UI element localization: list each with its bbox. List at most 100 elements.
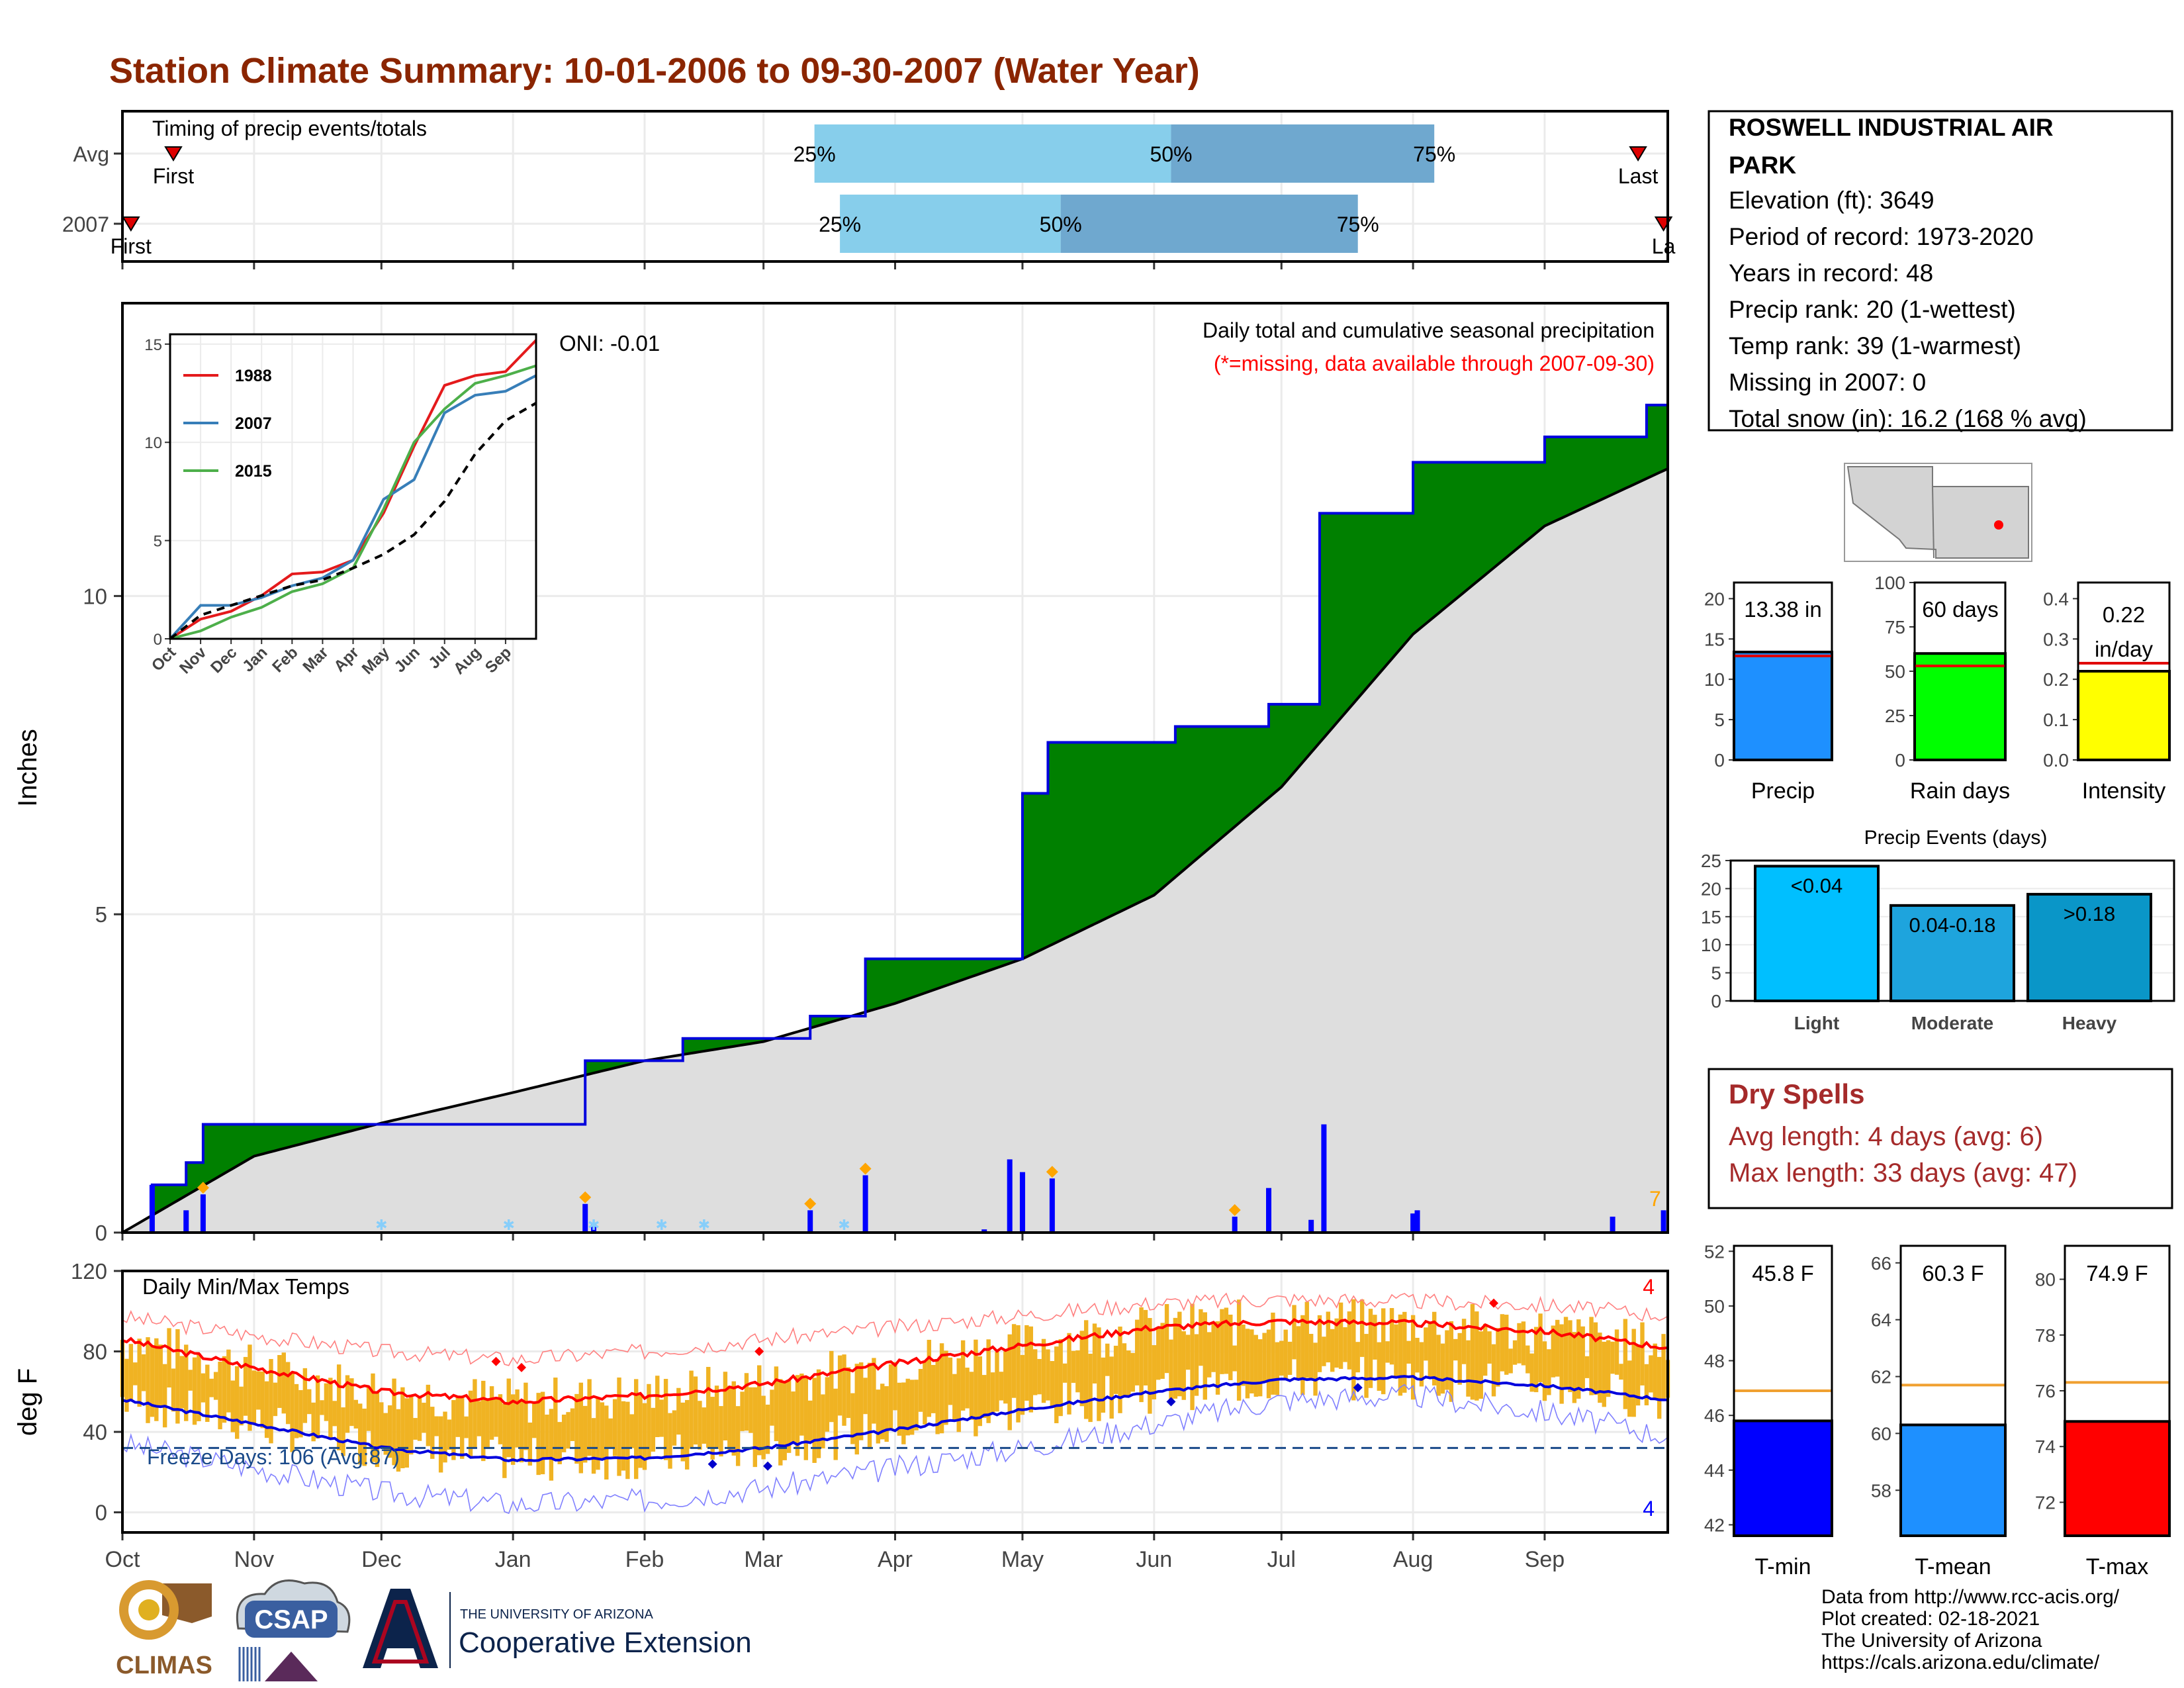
daily-temp-bar <box>553 1378 558 1459</box>
daily-temp-bar <box>515 1389 520 1448</box>
daily-temp-bar <box>1402 1311 1407 1393</box>
daily-temp-bar <box>731 1381 736 1456</box>
daily-temp-bar <box>1109 1356 1114 1419</box>
daily-temp-bar <box>974 1339 978 1436</box>
daily-temp-bar <box>566 1412 570 1449</box>
daily-temp-bar <box>1419 1342 1424 1387</box>
tmean-gauge: 58 60 62 64 66 T-mean 60.3 F <box>1871 1244 2007 1579</box>
daily-temp-bar <box>1326 1311 1331 1363</box>
daily-temp-bar <box>1300 1315 1305 1395</box>
tmin-value-bar <box>1733 1419 1833 1538</box>
daily-temp-bar <box>1496 1328 1500 1387</box>
precip-anomaly-fill <box>1595 436 1600 503</box>
daily-temp-bar <box>842 1354 846 1426</box>
precip-panel-note: (*=missing, data available through 2007-… <box>1214 352 1655 375</box>
daily-temp-bar <box>218 1362 222 1430</box>
precip-tick-label: 5 <box>1714 710 1725 730</box>
daily-temp-bar <box>1228 1314 1233 1381</box>
daily-temp-bar <box>1475 1311 1479 1401</box>
daily-temp-bar <box>561 1415 567 1452</box>
climas-logo-ring <box>119 1580 179 1640</box>
precip-anomaly-fill <box>933 958 938 991</box>
daily-temp-bar <box>978 1356 982 1427</box>
temp-month-label: Nov <box>234 1547 274 1572</box>
intensity-value-bar <box>2077 670 2171 761</box>
daily-temp-bar <box>459 1396 465 1459</box>
precip-anomaly-fill <box>1599 436 1605 501</box>
precip-anomaly-fill <box>1518 461 1524 548</box>
daily-temp-bar <box>846 1367 851 1419</box>
daily-temp-bar <box>1241 1324 1246 1386</box>
event-bar-moderate <box>1889 904 2015 1002</box>
daily-temp-bar <box>710 1397 715 1460</box>
daily-temp-bar <box>1373 1315 1377 1360</box>
intensity-label: Intensity <box>2082 778 2166 804</box>
daily-temp-bar <box>540 1391 545 1475</box>
precip-anomaly-fill <box>1128 742 1134 908</box>
daily-temp-bar <box>1287 1341 1293 1375</box>
daily-temp-bar <box>1262 1333 1267 1382</box>
daily-temp-bar <box>591 1418 596 1474</box>
daily-precip-bar <box>582 1203 588 1233</box>
daily-temp-bar <box>1203 1312 1207 1400</box>
dry-spells-frame <box>1707 1068 2173 1209</box>
station-info-line: Temp rank: 39 (1-warmest) <box>1729 332 2021 359</box>
daily-temp-bar <box>464 1416 469 1438</box>
daily-temp-bar <box>829 1350 834 1423</box>
event-marker <box>579 1191 592 1203</box>
timing-marker <box>122 216 140 232</box>
daily-temp-bar <box>1122 1343 1127 1397</box>
daily-temp-bar <box>532 1402 537 1438</box>
precip-anomaly-fill <box>1527 461 1533 541</box>
precip-anomaly-fill <box>1553 436 1558 523</box>
daily-temp-bar <box>1619 1364 1623 1380</box>
precip-corner-count: 7 <box>1649 1187 1661 1211</box>
daily-temp-bar <box>447 1419 452 1450</box>
precip-anomaly-fill <box>895 958 900 1004</box>
daily-precip-bar <box>981 1229 987 1233</box>
tmean-tick-label: 66 <box>1871 1253 1891 1274</box>
tmin-tick-label: 46 <box>1704 1405 1725 1426</box>
daily-temp-bar <box>833 1388 838 1460</box>
daily-temp-bar <box>1148 1318 1152 1414</box>
precip-anomaly-fill <box>691 1038 696 1054</box>
daily-temp-bar <box>269 1358 273 1444</box>
daily-temp-bar <box>1071 1350 1076 1383</box>
timing-last-label: La <box>1652 234 1676 258</box>
daily-temp-bar <box>1308 1334 1314 1380</box>
daily-temp-bar <box>1572 1332 1577 1403</box>
precip-anomaly-fill <box>1629 436 1635 487</box>
precip-anomaly-fill <box>1332 512 1338 729</box>
daily-temp-bar <box>1130 1352 1135 1392</box>
daily-temp-bar <box>1517 1323 1522 1364</box>
daily-temp-bar <box>617 1377 621 1476</box>
ua-name-big: Cooperative Extension <box>459 1626 752 1659</box>
precip-anomaly-fill <box>1039 792 1044 951</box>
daily-temp-bar <box>1160 1323 1165 1379</box>
precip-anomaly-fill <box>1400 512 1405 650</box>
precip-anomaly-fill <box>1136 742 1142 904</box>
daily-temp-bar <box>960 1340 966 1411</box>
ua-a-icon <box>363 1589 438 1668</box>
daily-temp-bar <box>969 1372 974 1420</box>
tmean-tick-label: 60 <box>1871 1423 1891 1444</box>
precip-frame <box>121 302 1669 1234</box>
daily-temp-bar <box>320 1400 324 1415</box>
daily-temp-bar <box>1428 1321 1432 1378</box>
daily-temp-bar <box>668 1413 672 1469</box>
daily-temp-bar <box>1602 1341 1606 1407</box>
station-info-line: Elevation (ft): 3649 <box>1729 187 1934 214</box>
precip-anomaly-fill <box>257 1124 263 1156</box>
precip-anomaly-fill <box>296 1124 301 1146</box>
precip-anomaly-fill <box>1438 461 1443 614</box>
precip-anomaly-fill <box>1620 436 1626 491</box>
daily-temp-bar <box>1385 1341 1390 1363</box>
daily-temp-bar <box>1547 1349 1551 1395</box>
precip-anomaly-fill <box>1154 742 1159 896</box>
daily-temp-bar <box>489 1386 494 1440</box>
precip-anomaly-fill <box>1379 512 1384 675</box>
timing-last-label: Last <box>1618 164 1659 188</box>
station-name-cont: PARK <box>1729 152 1796 179</box>
daily-temp-bar <box>1046 1349 1050 1401</box>
daily-temp-bar <box>281 1352 286 1414</box>
